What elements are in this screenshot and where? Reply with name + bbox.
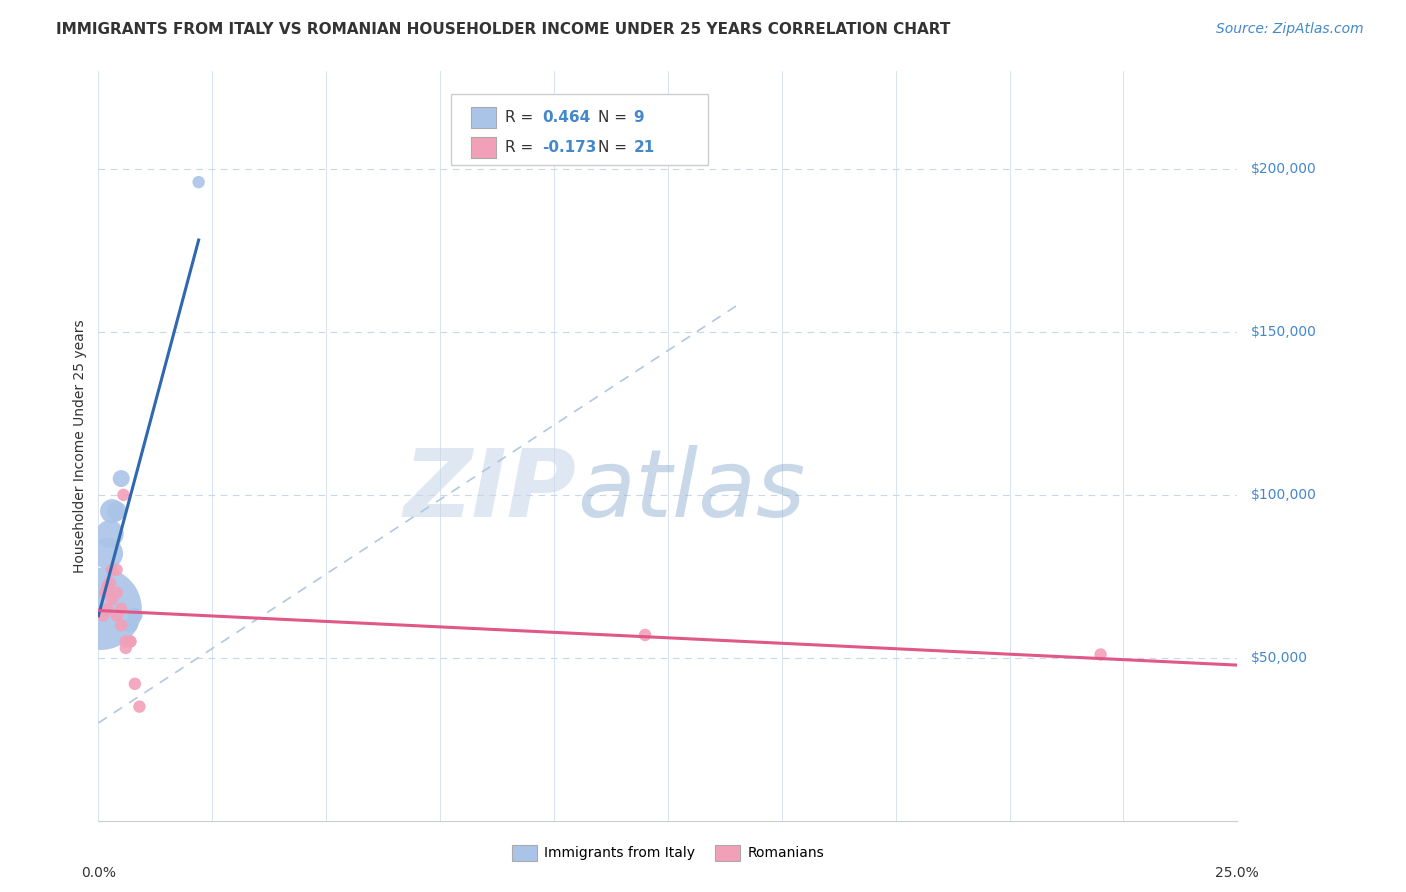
- Point: [96, 602, 118, 616]
- Y-axis label: Householder Income Under 25 years: Householder Income Under 25 years: [73, 319, 87, 573]
- Text: N =: N =: [599, 111, 633, 126]
- Text: R =: R =: [505, 111, 538, 126]
- Point: [96, 579, 118, 593]
- Text: 0.0%: 0.0%: [82, 865, 115, 880]
- Point: [112, 488, 135, 502]
- Point: [98, 527, 121, 541]
- Bar: [471, 136, 496, 158]
- Text: $200,000: $200,000: [1251, 162, 1316, 176]
- Point: [105, 585, 128, 599]
- Text: Source: ZipAtlas.com: Source: ZipAtlas.com: [1216, 22, 1364, 37]
- Point: [91, 608, 114, 623]
- Text: $50,000: $50,000: [1251, 651, 1308, 665]
- Point: [120, 634, 142, 648]
- Text: $100,000: $100,000: [1251, 488, 1317, 502]
- Point: [98, 575, 121, 590]
- Text: $150,000: $150,000: [1251, 325, 1317, 339]
- Point: [105, 608, 128, 623]
- Point: [105, 504, 128, 518]
- Text: 0.464: 0.464: [543, 111, 591, 126]
- Point: [120, 634, 142, 648]
- Point: [128, 699, 150, 714]
- Legend: Immigrants from Italy, Romanians: Immigrants from Italy, Romanians: [506, 839, 830, 866]
- Text: atlas: atlas: [576, 445, 806, 536]
- Point: [114, 634, 136, 648]
- Point: [90, 602, 112, 616]
- Text: N =: N =: [599, 140, 633, 155]
- Point: [96, 547, 118, 561]
- Text: ZIP: ZIP: [404, 445, 576, 537]
- Point: [101, 563, 124, 577]
- Point: [634, 628, 657, 642]
- Point: [105, 563, 128, 577]
- Point: [101, 592, 124, 607]
- Point: [110, 618, 132, 632]
- Text: -0.173: -0.173: [543, 140, 598, 155]
- Text: IMMIGRANTS FROM ITALY VS ROMANIAN HOUSEHOLDER INCOME UNDER 25 YEARS CORRELATION : IMMIGRANTS FROM ITALY VS ROMANIAN HOUSEH…: [56, 22, 950, 37]
- Point: [110, 472, 132, 486]
- Point: [1090, 648, 1112, 662]
- Bar: [471, 107, 496, 128]
- Text: 9: 9: [634, 111, 644, 126]
- Text: R =: R =: [505, 140, 538, 155]
- FancyBboxPatch shape: [451, 94, 707, 165]
- Point: [124, 677, 146, 691]
- Text: 21: 21: [634, 140, 655, 155]
- Point: [110, 602, 132, 616]
- Point: [120, 618, 142, 632]
- Point: [101, 504, 124, 518]
- Point: [124, 608, 146, 623]
- Point: [114, 640, 136, 655]
- Point: [94, 585, 117, 599]
- Point: [187, 175, 209, 189]
- Text: 25.0%: 25.0%: [1215, 865, 1260, 880]
